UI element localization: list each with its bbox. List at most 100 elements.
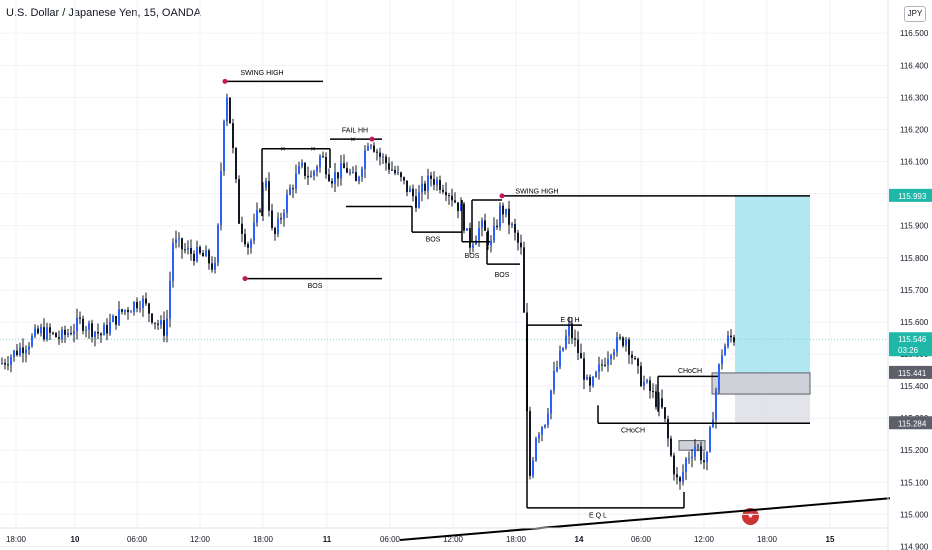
candle-body (235, 148, 237, 180)
candle-body (436, 179, 438, 185)
candle-body (316, 167, 318, 172)
candle-body (394, 169, 396, 174)
candle-body (640, 365, 642, 387)
candle-body (268, 181, 270, 211)
candle-body (694, 446, 696, 457)
us-flag-icon: ★ (742, 508, 759, 525)
candle-body (484, 220, 486, 231)
candle-body (157, 323, 159, 325)
time-axis[interactable]: 18:00 10 06:00 12:00 18:00 11 06:00 12:00 18:00 1… (0, 527, 888, 544)
candle-body (556, 366, 558, 371)
candle-body (190, 247, 192, 254)
candle-body (79, 317, 81, 319)
candle-body (493, 225, 495, 241)
candle-body (700, 446, 702, 461)
candle-body (427, 175, 429, 191)
candle-body (328, 174, 330, 182)
x-marker: × (351, 135, 356, 144)
candle-body (274, 227, 276, 234)
candle-body (352, 171, 354, 173)
zones (678, 195, 811, 451)
candle-body (1, 362, 3, 364)
candle-body (214, 262, 216, 270)
price-tick-label: 115.000 (900, 510, 929, 519)
candle-body (334, 172, 336, 184)
candle-body (532, 460, 534, 476)
candle-body (148, 303, 150, 314)
candle-body (28, 346, 30, 350)
candle-body (130, 311, 132, 313)
price-badge-label: 115.546 (898, 335, 927, 344)
candle-body (91, 323, 93, 337)
candle-body (649, 380, 651, 391)
candle-body (31, 335, 33, 347)
time-tick-label: 18:00 (6, 535, 27, 544)
price-tick-label: 115.200 (900, 446, 929, 455)
currency-badge[interactable]: JPY (904, 6, 926, 22)
candle-body (442, 189, 444, 192)
candle-body (496, 225, 498, 228)
candle-body (457, 202, 459, 212)
candle-body (643, 381, 645, 387)
annotation-label: BOS (426, 237, 441, 244)
candle-body (682, 472, 684, 482)
candle-body (58, 337, 60, 339)
candle-body (634, 358, 636, 360)
candle-body (628, 339, 630, 355)
candle-body (697, 446, 699, 448)
candle-body (577, 339, 579, 354)
candle-body (520, 242, 522, 248)
candle-body (514, 224, 516, 233)
annotation-label: BOS (308, 283, 323, 290)
candle-body (193, 253, 195, 262)
price-badge (889, 416, 932, 430)
candle-body (301, 162, 303, 166)
candle-body (415, 196, 417, 208)
swing-point-marker (242, 276, 248, 282)
candle-body (25, 349, 27, 354)
time-tick-label: 12:00 (443, 535, 464, 544)
candle-body (118, 309, 120, 325)
candle-body (223, 121, 225, 172)
candle-body (691, 456, 693, 459)
candle-body (487, 230, 489, 246)
candle-body (388, 163, 390, 170)
candle-body (145, 298, 147, 304)
candle-body (184, 249, 186, 251)
candle-body (241, 223, 243, 234)
candle-body (616, 337, 618, 352)
candle-body (232, 123, 234, 149)
candle-body (355, 171, 357, 182)
candle-body (133, 301, 135, 312)
price-axis[interactable]: 116.500116.400116.300116.200116.100116.0… (887, 0, 932, 550)
candle-body (400, 172, 402, 178)
candle-body (124, 309, 126, 312)
candle-body (142, 298, 144, 308)
candle-body (16, 350, 18, 356)
candle-body (19, 347, 21, 356)
candle-body (178, 238, 180, 240)
candle-body (448, 195, 450, 197)
candle-body (286, 194, 288, 213)
candle-body (478, 227, 480, 241)
candle-body (445, 191, 447, 196)
candle-body (85, 329, 87, 331)
candle-body (271, 210, 273, 228)
candle-body (211, 263, 213, 270)
candle-body (163, 320, 165, 336)
candle-body (571, 323, 573, 339)
candle-body (463, 203, 465, 231)
candle-body (454, 200, 456, 203)
candle-body (592, 376, 594, 386)
candle-body (391, 169, 393, 171)
candle-body (703, 460, 705, 463)
candle-body (376, 151, 378, 153)
candle-body (175, 239, 177, 244)
structure-line (399, 497, 891, 541)
candle-body (97, 331, 99, 334)
candle-body (424, 183, 426, 191)
candle-body (559, 350, 561, 367)
candle-body (229, 97, 231, 124)
annotation-label: CHoCH (621, 428, 645, 435)
